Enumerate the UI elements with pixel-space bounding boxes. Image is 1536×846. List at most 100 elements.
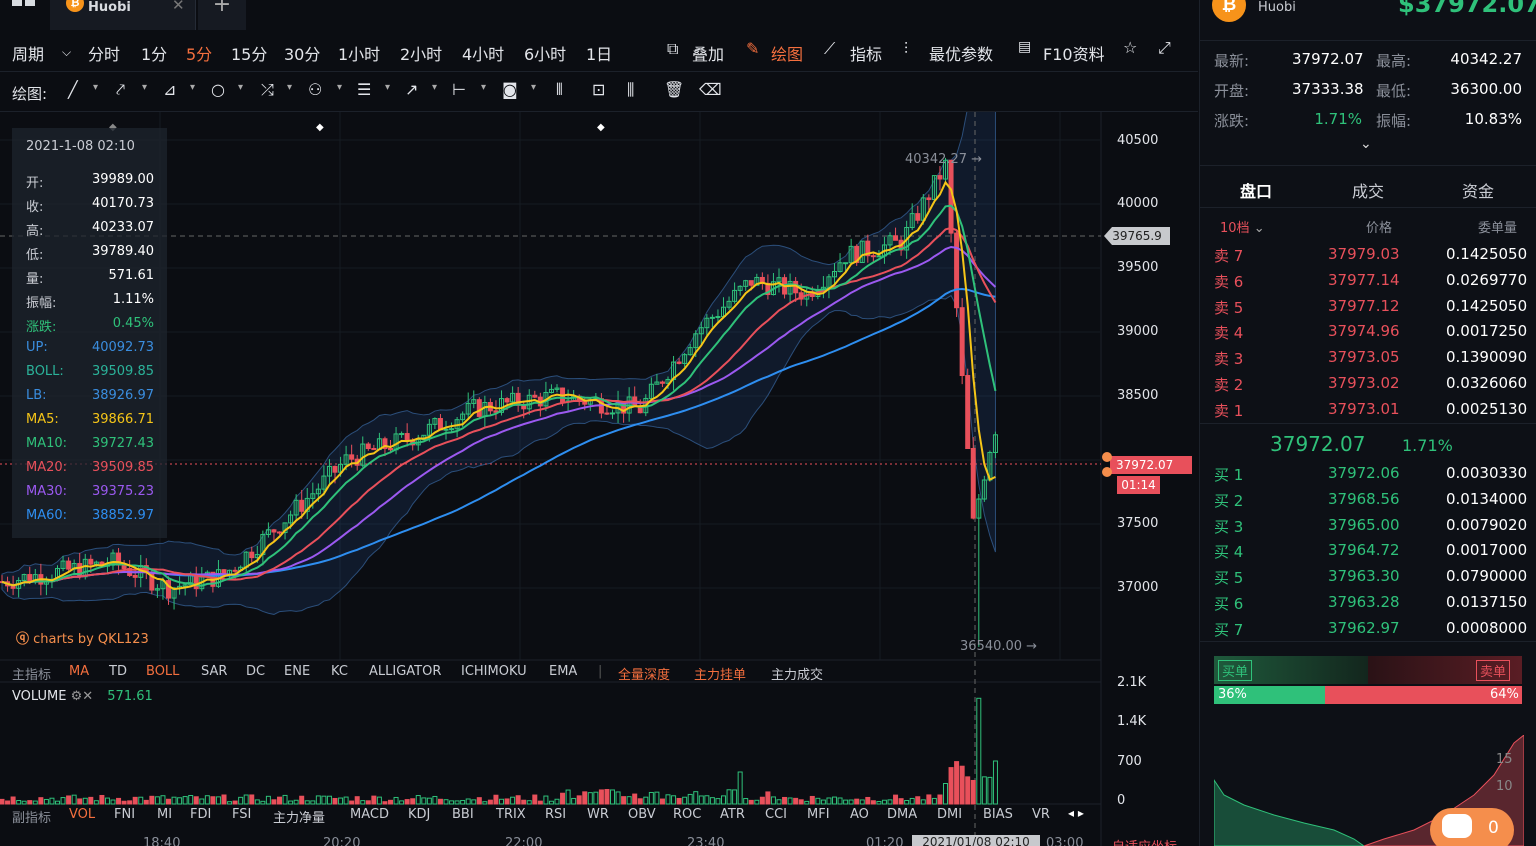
- tab-orderbook[interactable]: 盘口: [1240, 182, 1273, 201]
- caret-icon[interactable]: ▾: [385, 82, 391, 93]
- wave-tool-icon[interactable]: ⤮: [261, 80, 274, 99]
- sub-indicator-item[interactable]: FDI: [190, 807, 212, 822]
- main-indicator-item[interactable]: ALLIGATOR: [369, 664, 442, 679]
- caret-icon[interactable]: ▾: [481, 82, 487, 93]
- period-item-2h[interactable]: 2小时: [400, 45, 443, 64]
- circle-tool-icon[interactable]: ○: [211, 80, 225, 99]
- bid-row[interactable]: 买 4 37964.72 0.0017000: [1200, 538, 1536, 564]
- sub-indicator-item[interactable]: DMA: [887, 807, 918, 822]
- f10-button[interactable]: F10资料: [1043, 45, 1105, 64]
- close-icon[interactable]: ✕: [172, 0, 185, 14]
- sub-indicator-item[interactable]: MACD: [350, 807, 389, 822]
- sub-indicator-item[interactable]: CCI: [765, 807, 787, 822]
- price-range-icon[interactable]: ⊡: [592, 80, 606, 99]
- main-indicator-item[interactable]: ENE: [284, 664, 311, 679]
- bid-row[interactable]: 买 7 37962.97 0.0008000: [1200, 616, 1536, 642]
- depth-indicator-item[interactable]: 主力成交: [771, 668, 824, 683]
- chevron-down-icon[interactable]: ⌄: [1360, 136, 1372, 152]
- measure-tool-icon[interactable]: ⊢: [452, 80, 466, 99]
- tab-trades[interactable]: 成交: [1352, 182, 1385, 201]
- sub-indicator-item[interactable]: AO: [850, 807, 869, 822]
- sub-indicator-item[interactable]: FNI: [114, 807, 136, 822]
- caret-icon[interactable]: ▾: [142, 82, 148, 93]
- period-item-1m[interactable]: 1分: [141, 45, 168, 64]
- optimal-params-button[interactable]: 最优参数: [929, 45, 994, 64]
- caret-icon[interactable]: ▾: [238, 82, 244, 93]
- ask-row[interactable]: 卖 2 37973.02 0.0326060: [1200, 371, 1536, 397]
- chat-button[interactable]: 0: [1430, 808, 1514, 846]
- main-indicator-item[interactable]: EMA: [549, 664, 578, 679]
- sub-indicator-item[interactable]: OBV: [628, 807, 656, 822]
- ask-row[interactable]: 卖 6 37977.14 0.0269770: [1200, 268, 1536, 294]
- period-item-1h[interactable]: 1小时: [338, 45, 381, 64]
- channel-tool-icon[interactable]: ⊿: [163, 80, 177, 99]
- bid-row[interactable]: 买 2 37968.56 0.0134000: [1200, 487, 1536, 513]
- sub-indicator-item[interactable]: VOL: [69, 807, 96, 822]
- main-indicator-item[interactable]: KC: [331, 664, 348, 679]
- main-indicator-item[interactable]: DC: [246, 664, 266, 679]
- overlay-button[interactable]: 叠加: [692, 45, 725, 64]
- ask-row[interactable]: 卖 1 37973.01 0.0025130: [1200, 397, 1536, 423]
- caret-icon[interactable]: ▾: [287, 82, 293, 93]
- line-tool-icon[interactable]: ╱: [68, 80, 78, 99]
- indicators-button[interactable]: 指标: [850, 45, 883, 64]
- depth-indicator-item[interactable]: 主力挂单: [694, 668, 747, 683]
- ask-row[interactable]: 卖 5 37977.12 0.1425050: [1200, 294, 1536, 320]
- ask-row[interactable]: 卖 4 37974.96 0.0017250: [1200, 319, 1536, 345]
- sub-indicator-item[interactable]: RSI: [545, 807, 567, 822]
- fib-tool-icon[interactable]: ☰: [357, 80, 372, 99]
- period-item-1d[interactable]: 1日: [586, 45, 613, 64]
- caret-icon[interactable]: ▾: [93, 82, 99, 93]
- sub-indicator-item[interactable]: BIAS: [983, 807, 1013, 822]
- sub-indicator-item[interactable]: KDJ: [408, 807, 431, 822]
- draw-button[interactable]: 绘图: [771, 45, 804, 64]
- sub-indicator-item[interactable]: ATR: [720, 807, 745, 822]
- main-indicator-item[interactable]: BOLL: [146, 664, 180, 679]
- tab-funds[interactable]: 资金: [1462, 182, 1495, 201]
- auto-scale-toggle[interactable]: 自适应坐标: [1112, 836, 1177, 846]
- add-tab-button[interactable]: +: [198, 0, 246, 30]
- sub-indicator-item[interactable]: DMI: [937, 807, 963, 822]
- depth-select[interactable]: 10档 ⌄: [1220, 217, 1265, 236]
- sub-indicator-item[interactable]: MI: [157, 807, 173, 822]
- sub-indicator-item[interactable]: FSI: [232, 807, 252, 822]
- chevron-down-icon[interactable]: ⌵: [62, 45, 72, 59]
- note-tool-icon[interactable]: ◙: [502, 80, 518, 99]
- arrow-tool-icon[interactable]: ↗: [405, 80, 419, 99]
- sub-indicator-item[interactable]: WR: [587, 807, 609, 822]
- period-item-4h[interactable]: 4小时: [462, 45, 505, 64]
- period-item-6h[interactable]: 6小时: [524, 45, 567, 64]
- caret-icon[interactable]: ▾: [432, 82, 438, 93]
- gear-icon[interactable]: ⚙: [70, 689, 83, 704]
- pattern-tool-icon[interactable]: ⚇: [308, 80, 323, 99]
- bid-row[interactable]: 买 1 37972.06 0.0030330: [1200, 461, 1536, 487]
- candle-icon[interactable]: ⫴: [556, 80, 563, 99]
- sub-indicator-item[interactable]: BBI: [452, 807, 474, 822]
- period-item-30m[interactable]: 30分: [284, 45, 321, 64]
- main-indicator-item[interactable]: MA: [69, 664, 90, 679]
- caret-icon[interactable]: ▾: [190, 82, 196, 93]
- sub-indicator-item[interactable]: 主力净量: [273, 811, 326, 826]
- caret-icon[interactable]: ▾: [337, 82, 343, 93]
- caret-icon[interactable]: ▾: [531, 82, 537, 93]
- bar-chart-icon[interactable]: ⫼: [627, 80, 635, 99]
- trash-icon[interactable]: 🗑: [664, 80, 685, 99]
- grid-icon[interactable]: [12, 0, 36, 14]
- main-indicator-item[interactable]: ICHIMOKU: [461, 664, 527, 679]
- ray-tool-icon[interactable]: ⤤: [116, 80, 126, 99]
- main-indicator-item[interactable]: TD: [109, 664, 127, 679]
- scroll-arrows-icon[interactable]: ◂ ▸: [1068, 806, 1084, 820]
- bid-row[interactable]: 买 5 37963.30 0.0790000: [1200, 564, 1536, 590]
- sub-indicator-item[interactable]: MFI: [807, 807, 830, 822]
- ask-row[interactable]: 卖 7 37979.03 0.1425050: [1200, 242, 1536, 268]
- period-item-15m[interactable]: 15分: [231, 45, 268, 64]
- depth-indicator-item[interactable]: 全量深度: [618, 668, 671, 683]
- eraser-icon[interactable]: ⌫: [699, 80, 722, 99]
- candlestick-chart[interactable]: [0, 112, 1198, 846]
- bid-row[interactable]: 买 6 37963.28 0.0137150: [1200, 590, 1536, 616]
- sub-indicator-item[interactable]: TRIX: [496, 807, 526, 822]
- sub-indicator-item[interactable]: ROC: [673, 807, 702, 822]
- period-item-5m[interactable]: 5分: [186, 45, 213, 64]
- period-item-timeline[interactable]: 分时: [88, 45, 121, 64]
- star-icon[interactable]: ☆: [1123, 38, 1138, 57]
